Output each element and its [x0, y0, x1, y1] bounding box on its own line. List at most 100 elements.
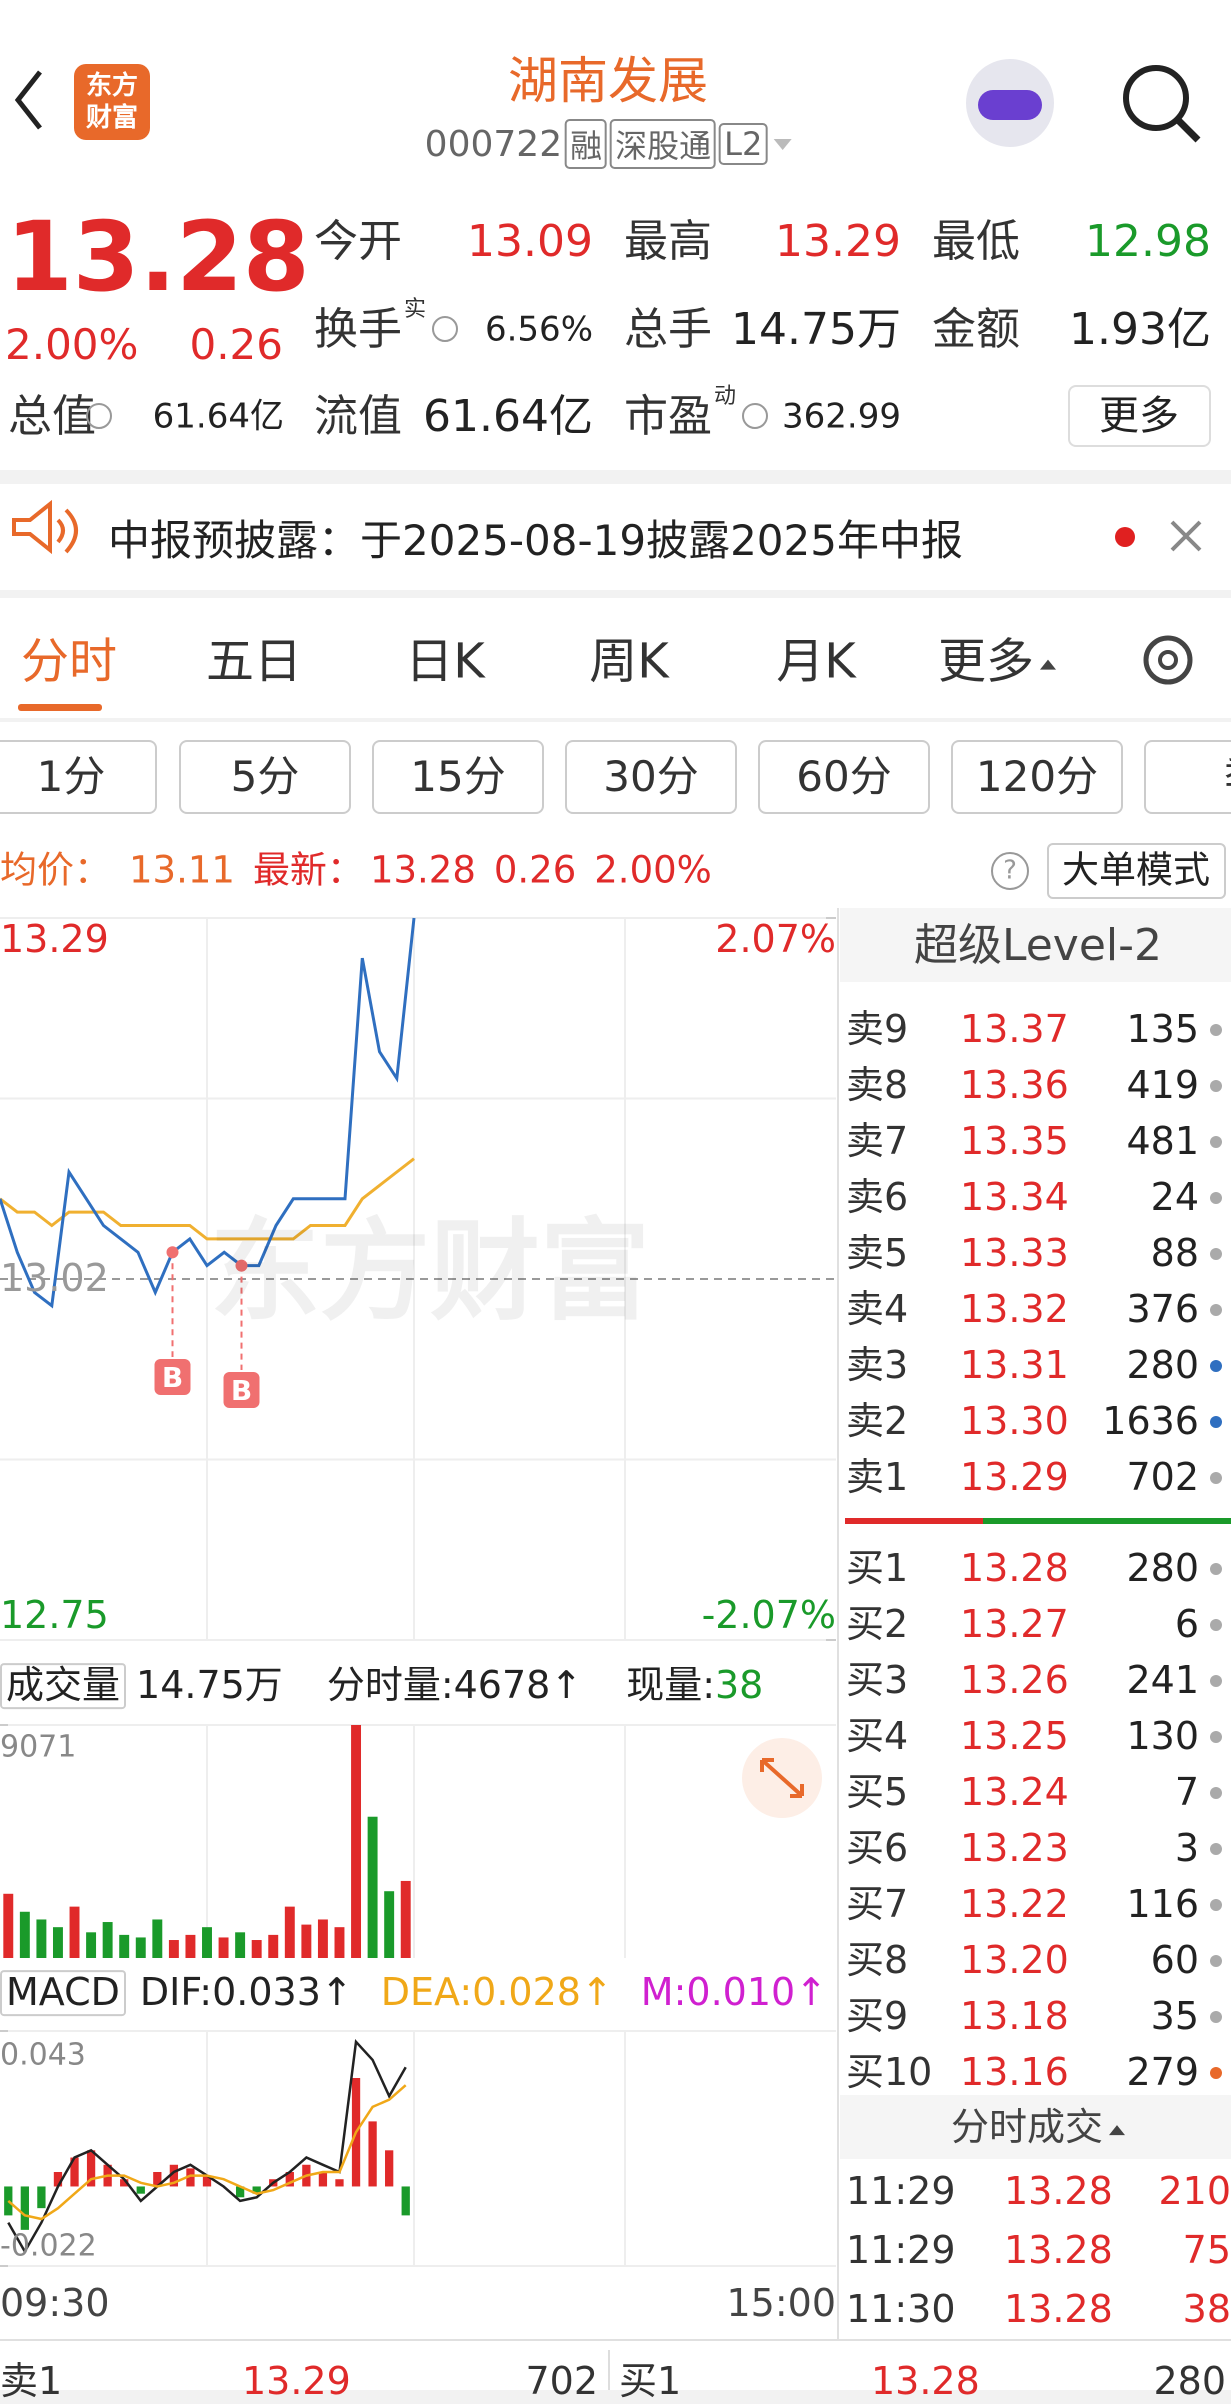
orderbook-price: 13.35: [960, 1119, 1069, 1164]
tab[interactable]: 分时: [20, 633, 118, 690]
orderbook-label: 卖2: [846, 1399, 909, 1444]
info-pct: 2.00%: [594, 848, 712, 892]
volume-bar: [235, 1932, 246, 1958]
macd-legend-value: 0.033: [212, 1970, 321, 2015]
macd-bar: [169, 2164, 179, 2187]
period-button[interactable]: [1144, 740, 1231, 814]
orderbook-price: 13.16: [960, 2050, 1069, 2095]
current-label: 现量:: [626, 1663, 715, 1708]
orderbook-dot: [1210, 1899, 1222, 1911]
info-latest: 13.28: [369, 848, 476, 892]
orderbook-price: 13.18: [960, 1994, 1069, 2039]
nav-bar: [0, 2390, 1231, 2404]
last-price: 13.28: [6, 201, 310, 314]
macd-title[interactable]: MACD: [0, 1970, 126, 2016]
stat-value: 1.93亿: [1069, 303, 1211, 355]
orderbook-volume: 1636: [1102, 1399, 1199, 1444]
help-mark[interactable]: ?: [1003, 855, 1017, 886]
period-label[interactable]: 5分: [230, 751, 300, 801]
period-button[interactable]: [0, 740, 157, 814]
orderbook-volume: 419: [1126, 1063, 1199, 1108]
price-line: [0, 917, 416, 1309]
period-label[interactable]: 季: [1224, 753, 1231, 800]
more-button-label[interactable]: 更多: [1099, 393, 1179, 439]
tab[interactable]: 月K: [776, 633, 856, 690]
period-button[interactable]: [565, 740, 737, 814]
trades-title[interactable]: 分时成交: [951, 2106, 1126, 2149]
trade-price: 13.28: [1004, 2169, 1113, 2214]
macd-bar: [368, 2121, 377, 2187]
stat-label: 今开: [314, 215, 402, 267]
unread-dot: [1115, 527, 1135, 547]
volume-bar: [168, 1940, 179, 1958]
period-label[interactable]: 30分: [603, 751, 699, 801]
stat-label: 最低: [932, 215, 1020, 267]
volume-bar: [317, 1919, 328, 1958]
search-icon-handle: [1175, 117, 1201, 143]
mode-button[interactable]: [1047, 843, 1226, 899]
macd-legend-trend: ↑: [320, 1970, 353, 2015]
orderbook-volume: 3: [1174, 1826, 1199, 1871]
tab[interactable]: 日K: [405, 633, 485, 690]
search-icon[interactable]: [1123, 65, 1189, 131]
help-icon[interactable]: [991, 852, 1029, 890]
current-volume: 38: [715, 1663, 764, 1708]
tab[interactable]: 五日: [205, 633, 303, 690]
volume-title[interactable]: 成交量: [0, 1663, 127, 1709]
period-label[interactable]: 1分: [36, 751, 106, 801]
orderbook-dot: [1210, 1080, 1222, 1092]
stock-code: 000722: [424, 123, 563, 165]
period-button[interactable]: [372, 740, 544, 814]
macd-legend-value: 0.010: [686, 1970, 796, 2015]
macd-line: [7, 2084, 407, 2221]
period-label[interactable]: 120分: [975, 751, 1099, 801]
info-icon[interactable]: [86, 403, 112, 429]
separator: [0, 718, 1231, 722]
trade-marker-dot: [166, 1246, 179, 1259]
volume-bar: [284, 1906, 295, 1958]
trade-volume: 210: [1158, 2169, 1231, 2214]
macd-bar: [37, 2186, 46, 2209]
y-tick-label: -0.022: [0, 2228, 97, 2264]
period-button[interactable]: [951, 740, 1123, 814]
logo-line: 东方: [85, 71, 138, 101]
volume-bar: [19, 1911, 30, 1958]
stock-tag: L2: [719, 123, 768, 165]
macd-bar: [53, 2172, 63, 2187]
orderbook-label: 买3: [846, 1658, 909, 1703]
orderbook-label: 买7: [846, 1882, 909, 1927]
bottom-price: 13.28: [871, 2359, 980, 2404]
trade-volume: 38: [1182, 2287, 1231, 2332]
macd-bar: [235, 2186, 245, 2198]
trade-time: 11:29: [846, 2228, 956, 2273]
orderbook-price: 13.27: [960, 1602, 1069, 1647]
stat-label: 总手: [624, 303, 712, 355]
stock-name: 湖南发展: [508, 52, 708, 110]
info-line: 均价： 13.11 最新： 13.28 0.26 2.00%: [0, 848, 718, 892]
tab[interactable]: 更多: [938, 635, 1057, 689]
y-tick-label: 13.02: [0, 1256, 109, 1301]
tab[interactable]: 周K: [589, 633, 669, 690]
macd-bar: [120, 2179, 129, 2187]
stat-value: 13.09: [467, 215, 593, 267]
period-button[interactable]: [179, 740, 351, 814]
stat-label: 流值: [314, 390, 402, 442]
macd-bar: [385, 2150, 394, 2187]
macd-bar: [252, 2186, 261, 2194]
more-button[interactable]: [1068, 385, 1211, 447]
mode-label[interactable]: 大单模式: [1062, 848, 1210, 892]
back-icon[interactable]: [14, 70, 42, 130]
close-icon[interactable]: [1170, 520, 1202, 552]
period-button[interactable]: [758, 740, 930, 814]
info-icon[interactable]: [432, 316, 458, 342]
dropdown-arrow[interactable]: [773, 138, 792, 150]
period-label[interactable]: 15分: [410, 751, 506, 801]
orderbook-price: 13.36: [960, 1063, 1069, 1108]
info-icon[interactable]: [742, 403, 768, 429]
macd-bar: [318, 2172, 328, 2187]
orderbook-dot: [1210, 1024, 1222, 1036]
volume-bar: [351, 1725, 362, 1958]
period-label[interactable]: 60分: [796, 751, 892, 801]
settings-icon[interactable]: [1143, 635, 1193, 685]
orderbook-volume: 481: [1126, 1119, 1199, 1164]
